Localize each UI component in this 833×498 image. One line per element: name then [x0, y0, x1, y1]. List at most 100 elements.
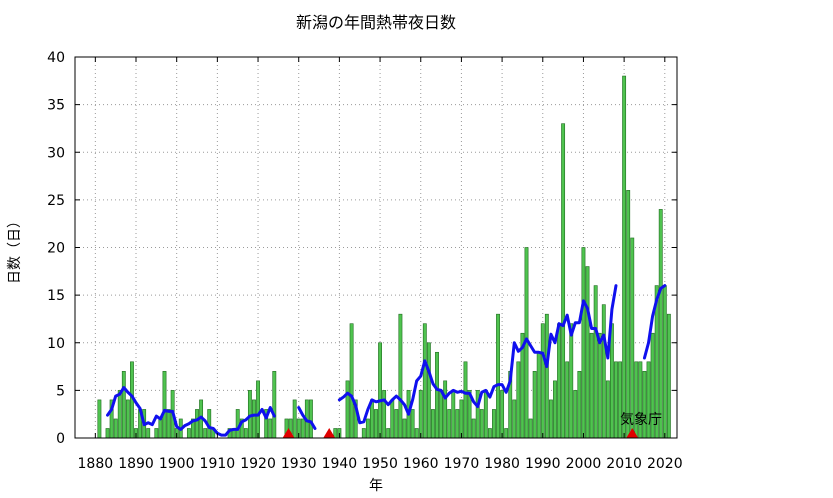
bar-1953: [390, 399, 395, 439]
y-tick-label: 30: [47, 145, 65, 161]
x-tick-label: 2000: [566, 456, 602, 472]
bar-1887: [121, 371, 126, 439]
bar-1917: [243, 428, 248, 439]
bar-1999: [577, 371, 582, 439]
bar-2001: [585, 266, 590, 439]
y-tick-label: 10: [47, 336, 65, 352]
bar-1961: [422, 323, 427, 439]
y-tick-label: 35: [47, 98, 65, 114]
bar-1960: [418, 390, 423, 439]
bar-1989: [536, 351, 541, 439]
bar-2006: [605, 380, 610, 439]
bar-1905: [195, 409, 199, 439]
x-tick-label: 2010: [606, 456, 642, 472]
bar-1907: [203, 428, 208, 439]
bar-1951: [382, 390, 387, 439]
bar-2005: [601, 304, 606, 439]
bar-1993: [553, 380, 557, 439]
x-tick-label: 1910: [200, 456, 236, 472]
bar-1918: [247, 390, 252, 439]
bar-1881: [97, 399, 102, 439]
x-tick-label: 1980: [484, 456, 520, 472]
moving-average-series: [106, 284, 667, 437]
bar-1967: [447, 409, 452, 439]
bar-1943: [349, 323, 354, 439]
bar-1923: [268, 418, 273, 439]
y-axis-ticks: 0 5 10 15 20 25 30 35 40: [47, 50, 677, 447]
bar-2019: [658, 209, 663, 439]
bar-1965: [439, 390, 444, 439]
bar-1898: [166, 409, 171, 439]
bar-1893: [146, 428, 151, 439]
moving-average-line-4: [642, 284, 667, 360]
y-tick-label: 5: [56, 383, 65, 399]
bar-1975: [479, 409, 484, 439]
y-tick-label: 15: [47, 288, 65, 304]
bar-1929: [292, 399, 297, 439]
bar-1962: [426, 342, 431, 439]
bar-series: [97, 75, 671, 439]
bar-1885: [113, 418, 118, 439]
chart-title: 新潟の年間熱帯夜日数: [296, 13, 456, 32]
bar-1984: [516, 361, 521, 439]
bar-1991: [544, 313, 549, 439]
bar-1920: [256, 380, 260, 439]
x-tick-label: 1960: [403, 456, 439, 472]
bar-1969: [455, 409, 460, 439]
bar-1964: [435, 351, 439, 439]
x-tick-label: 1940: [322, 456, 358, 472]
bar-1924: [272, 371, 277, 439]
x-tick-label: 1880: [78, 456, 114, 472]
bar-1915: [235, 409, 240, 439]
bar-1976: [483, 390, 488, 439]
x-axis-ticks: 1880 1890 1900 1910 1920 1930 1940 1950 1960 1970…: [78, 57, 683, 472]
bar-1970: [459, 399, 464, 439]
bar-1966: [443, 380, 448, 439]
bar-1996: [565, 361, 570, 439]
bar-1958: [410, 409, 415, 439]
bar-1950: [378, 342, 382, 439]
moving-average-line-3: [337, 284, 618, 425]
bar-1997: [569, 323, 574, 439]
moving-average-line-1: [106, 386, 276, 437]
bar-1990: [540, 323, 545, 439]
bar-2021: [666, 313, 671, 439]
x-tick-label: 1990: [525, 456, 561, 472]
bar-2000: [581, 247, 586, 439]
x-tick-label: 1890: [118, 456, 154, 472]
bar-1963: [431, 409, 435, 439]
bar-1883: [105, 428, 110, 439]
bar-1979: [496, 313, 500, 439]
x-tick-label: 1930: [281, 456, 317, 472]
marker-triangle: [626, 428, 639, 438]
bar-1886: [117, 390, 122, 439]
bar-2008: [614, 361, 618, 439]
bar-1931: [300, 418, 305, 439]
bar-1983: [512, 399, 517, 439]
x-tick-label: 2020: [647, 456, 683, 472]
y-tick-label: 0: [56, 431, 65, 447]
bar-1946: [361, 428, 366, 439]
marker-triangle: [282, 428, 295, 438]
bar-1955: [398, 313, 403, 439]
bar-1954: [394, 409, 399, 439]
x-axis-label: 年: [369, 478, 383, 494]
bar-1994: [557, 323, 561, 439]
x-tick-label: 1970: [444, 456, 480, 472]
bar-1971: [463, 361, 468, 439]
y-axis-label: 日数（日）: [7, 214, 23, 284]
bar-2012: [630, 237, 635, 439]
bar-2020: [662, 285, 667, 439]
bar-1959: [414, 428, 419, 439]
source-annotation: 気象庁: [620, 412, 662, 428]
bar-2004: [597, 332, 602, 439]
bar-2010: [622, 75, 627, 439]
y-tick-label: 20: [47, 241, 65, 257]
grid: [75, 57, 677, 438]
marker-triangle: [323, 428, 336, 438]
y-tick-label: 40: [47, 50, 65, 66]
moving-average-line-2: [297, 406, 317, 430]
bar-2002: [589, 332, 594, 439]
bar-1977: [487, 428, 492, 439]
